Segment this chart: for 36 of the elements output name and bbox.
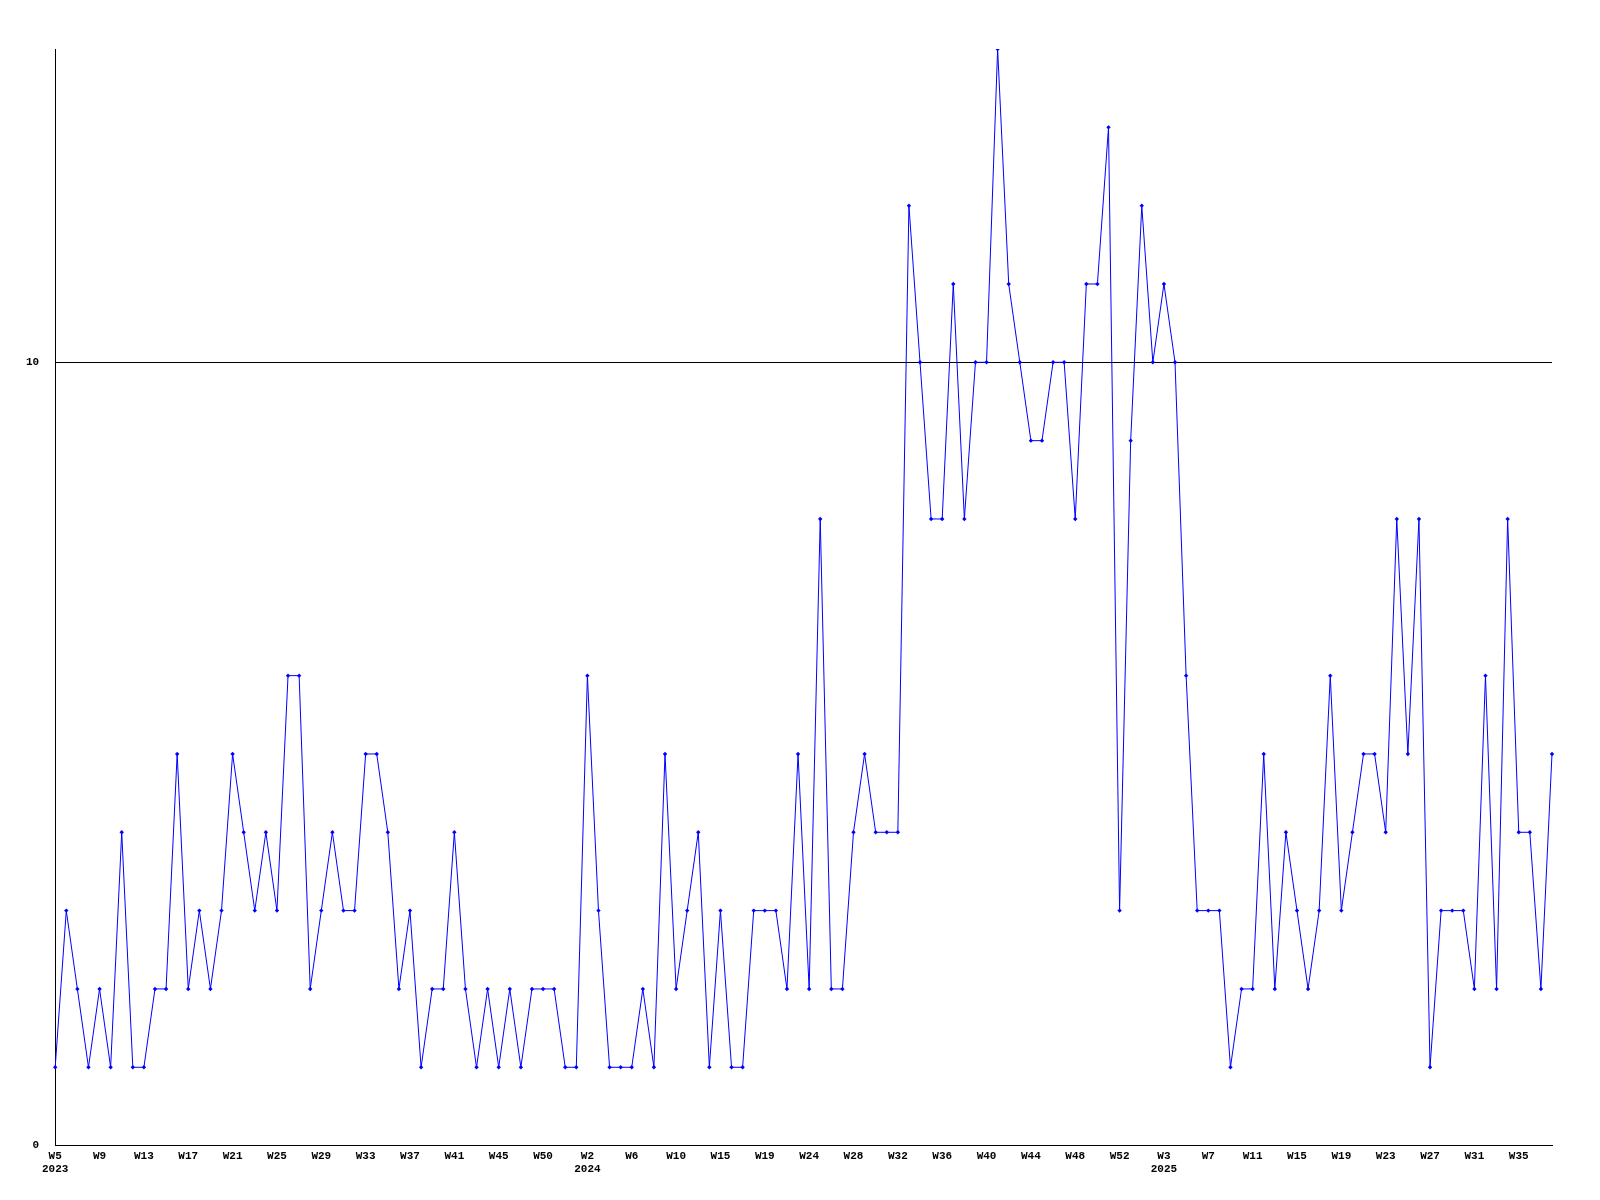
x-tick-label: W41 (444, 1149, 465, 1162)
x-tick-label: W19 (754, 1149, 775, 1162)
x-tick-label: W44 (1020, 1149, 1042, 1162)
x-tick-label: W13 (134, 1149, 155, 1162)
x-tick-label: W33 (355, 1149, 376, 1162)
x-tick-label: W45 (488, 1149, 509, 1162)
x-tick-label: W10 (666, 1149, 686, 1162)
x-tick-label: W52 (1109, 1149, 1130, 1162)
x-tick-label: W7 (1201, 1149, 1215, 1162)
x-tick-label: W36 (932, 1149, 953, 1162)
y-tick-label: 0 (32, 1139, 40, 1152)
x-tick-label: W3 2025 (1150, 1149, 1178, 1176)
x-tick-label: W6 (625, 1149, 639, 1162)
x-tick-label: W11 (1242, 1149, 1263, 1162)
x-tick-label: W9 (92, 1149, 107, 1162)
x-tick-label: W24 (799, 1149, 820, 1162)
x-tick-label: W28 (843, 1149, 864, 1162)
x-tick-label: W25 (267, 1149, 288, 1162)
x-tick-label: W15 (710, 1149, 731, 1162)
x-tick-label: W21 (222, 1149, 243, 1162)
x-tick-label: W19 (1331, 1149, 1352, 1162)
x-tick-label: W5 2023 (42, 1149, 69, 1176)
x-tick-label: W31 (1464, 1149, 1485, 1162)
x-tick-label: W35 (1508, 1149, 1530, 1162)
x-tick-label: W29 (311, 1149, 332, 1162)
x-tick-label: W27 (1420, 1149, 1440, 1162)
x-tick-label: W48 (1065, 1149, 1086, 1162)
x-tick-label: W50 (533, 1149, 553, 1162)
x-tick-label: W17 (178, 1149, 199, 1162)
y-tick-label: 10 (26, 356, 40, 369)
x-tick-label: W15 (1287, 1149, 1308, 1162)
x-tick-label: W2 2024 (574, 1149, 601, 1176)
x-tick-label: W37 (400, 1149, 420, 1162)
x-tick-label: W40 (976, 1149, 997, 1162)
x-tick-label: W32 (887, 1149, 908, 1162)
x-tick-label: W23 (1375, 1149, 1396, 1162)
